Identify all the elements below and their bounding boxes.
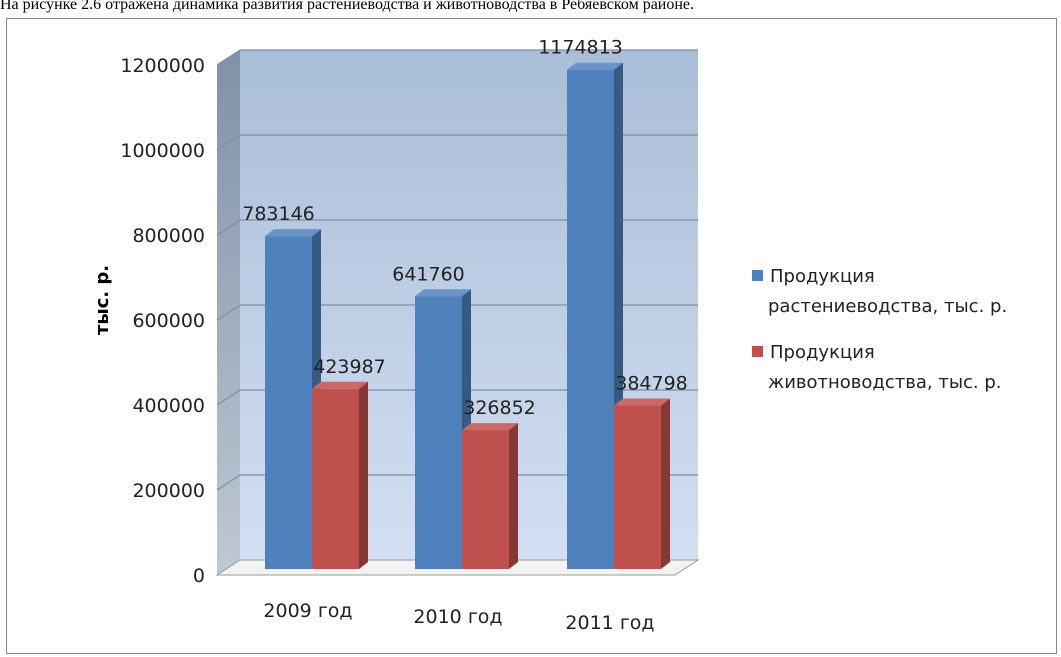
bar-top [614,398,670,406]
bar [415,296,462,569]
bar-top [567,62,623,70]
legend-label: Продукция [770,342,875,363]
y-axis-title: тыс. р. [92,265,113,335]
y-tick-label: 1000000 [120,140,205,162]
bar [462,430,509,569]
figure-caption: На рисунке 2.6 отражена динамика развити… [0,0,695,13]
bar [312,388,359,569]
gridline-side [216,389,241,406]
data-label: 326852 [463,397,536,419]
legend-label: животноводства, тыс. р. [768,372,1002,393]
data-label: 783146 [242,203,315,225]
gridline-side [216,134,241,151]
data-label: 384798 [615,372,688,394]
bar [265,236,312,569]
x-tick-label: 2011 год [565,612,654,634]
bar-top [415,289,471,297]
y-tick-label: 0 [193,565,205,587]
data-label: 641760 [392,263,465,285]
bar-side [359,381,368,569]
legend-swatch [752,346,763,357]
y-tick-label: 1200000 [120,55,205,77]
y-tick-label: 400000 [132,395,205,417]
data-label: 423987 [313,356,386,378]
data-label: 1174813 [538,37,623,59]
x-tick-label: 2010 год [413,606,502,628]
legend-label: Продукция [770,266,875,287]
bar [567,69,614,570]
bar-top [312,381,368,389]
bar-side [661,398,670,569]
legend-swatch [752,270,763,281]
y-tick-label: 800000 [132,225,205,247]
gridline-side [216,219,241,236]
legend-label: растениеводства, тыс. р. [768,296,1007,317]
gridline-side [216,49,241,66]
bar-top [265,229,321,237]
bar-side [509,423,518,569]
bar [614,405,661,569]
bar-top [462,423,518,431]
gridline-side [216,474,241,491]
x-tick-label: 2009 год [263,600,352,622]
y-tick-label: 200000 [132,480,205,502]
y-tick-label: 600000 [132,310,205,332]
gridline-side [216,304,241,321]
